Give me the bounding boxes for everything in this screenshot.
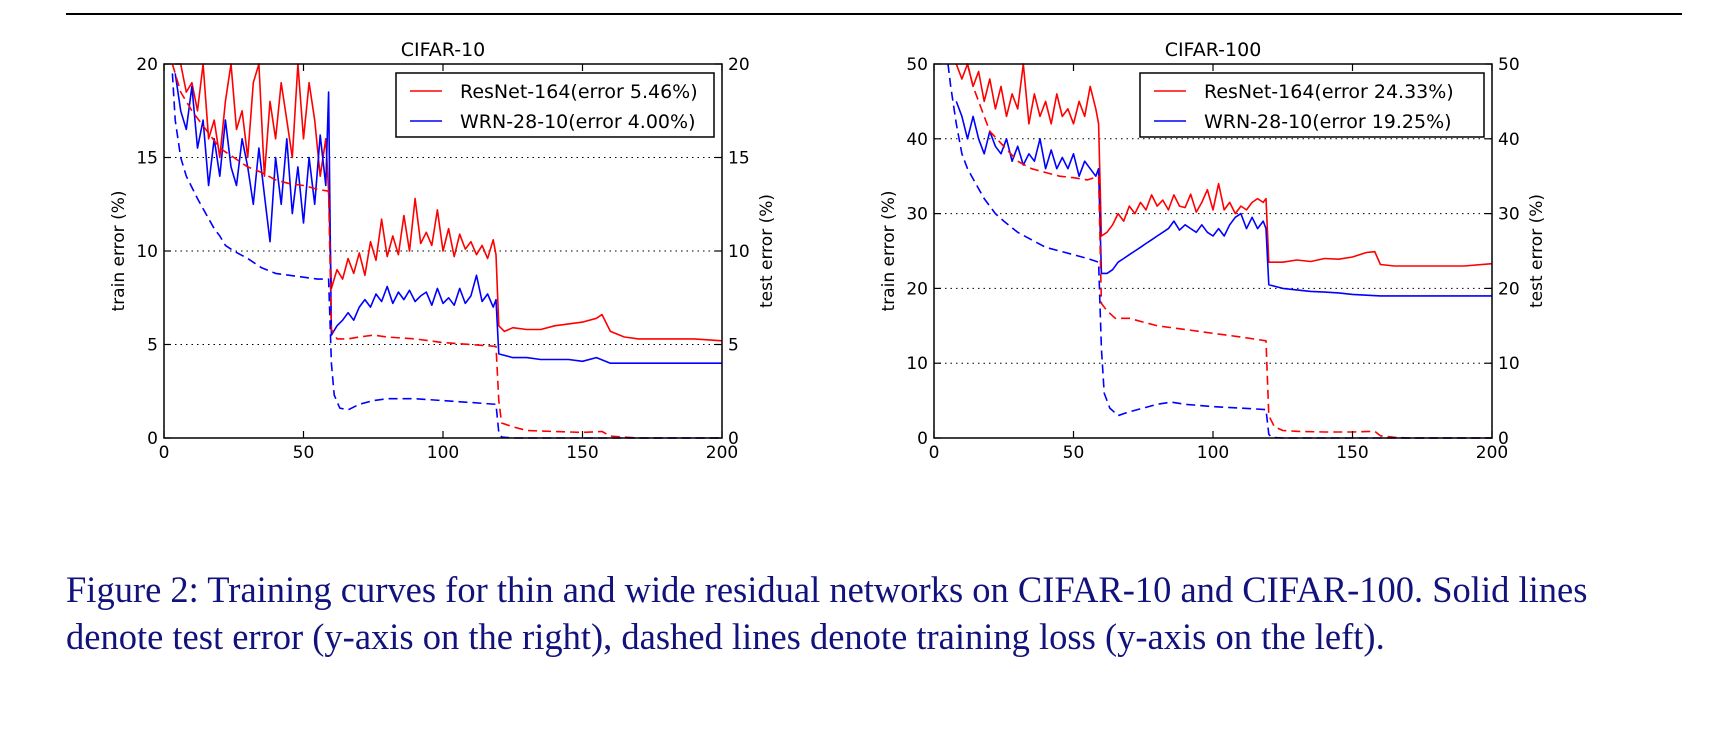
y-tick-label-right: 15 <box>728 149 750 169</box>
y-axis-label-right: test error (%) <box>757 194 777 308</box>
y-tick-label-right: 0 <box>728 429 739 449</box>
x-tick-label: 50 <box>293 443 315 463</box>
series-line-4-dashed <box>947 63 1492 439</box>
y-axis-label-right: test error (%) <box>1527 194 1547 308</box>
y-tick-label-left: 15 <box>136 149 158 169</box>
x-tick-label: 100 <box>1197 443 1229 463</box>
y-tick-label-left: 40 <box>906 130 928 150</box>
series-line-3-dashed <box>171 63 722 439</box>
y-tick-label-left: 0 <box>917 429 928 449</box>
y-axis-label-left: train error (%) <box>879 191 899 312</box>
chart-title: CIFAR-10 <box>401 39 486 61</box>
legend-box <box>1139 72 1485 138</box>
legend-label-1: ResNet-164(error 5.46%) <box>460 81 698 103</box>
legend-label-2: WRN-28-10(error 4.00%) <box>460 111 696 133</box>
legend: ResNet-164(error 5.46%) WRN-28-10(error 4… <box>395 72 715 138</box>
x-tick-label: 200 <box>706 443 738 463</box>
y-tick-label-left: 10 <box>906 354 928 374</box>
y-tick-label-right: 20 <box>1498 279 1520 299</box>
top-rule <box>66 13 1682 15</box>
y-tick-label-left: 0 <box>147 429 158 449</box>
y-tick-label-right: 10 <box>1498 354 1520 374</box>
y-tick-label-left: 30 <box>906 205 928 225</box>
x-tick-label: 100 <box>427 443 459 463</box>
y-tick-label-right: 10 <box>728 242 750 262</box>
y-tick-label-left: 50 <box>906 55 928 75</box>
y-tick-label-left: 10 <box>136 242 158 262</box>
series-line-3-dashed <box>966 63 1492 439</box>
y-tick-label-right: 40 <box>1498 130 1520 150</box>
chart-title: CIFAR-100 <box>1165 39 1262 61</box>
series-line-2 <box>955 101 1492 297</box>
y-tick-label-right: 0 <box>1498 429 1509 449</box>
y-tick-label-left: 5 <box>147 336 158 356</box>
x-tick-label: 150 <box>1336 443 1368 463</box>
y-tick-label-left: 20 <box>906 279 928 299</box>
x-tick-label: 200 <box>1476 443 1508 463</box>
legend-box <box>395 72 715 138</box>
y-tick-label-right: 50 <box>1498 55 1520 75</box>
series-group <box>171 63 722 439</box>
legend-label-2: WRN-28-10(error 19.25%) <box>1204 111 1452 133</box>
x-tick-label: 150 <box>566 443 598 463</box>
x-tick-label: 0 <box>929 443 940 463</box>
y-tick-label-right: 20 <box>728 55 750 75</box>
x-tick-label: 50 <box>1063 443 1085 463</box>
y-tick-label-right: 5 <box>728 336 739 356</box>
y-tick-label-left: 20 <box>136 55 158 75</box>
legend: ResNet-164(error 24.33%) WRN-28-10(error … <box>1139 72 1485 138</box>
figure-caption: Figure 2: Training curves for thin and w… <box>66 569 1588 657</box>
series-line-2 <box>174 73 722 364</box>
y-tick-label-right: 30 <box>1498 205 1520 225</box>
legend-label-1: ResNet-164(error 24.33%) <box>1204 81 1454 103</box>
series-line-1 <box>175 63 722 342</box>
y-axis-label-left: train error (%) <box>109 191 129 312</box>
x-tick-label: 0 <box>159 443 170 463</box>
series-line-4-dashed <box>171 73 722 439</box>
